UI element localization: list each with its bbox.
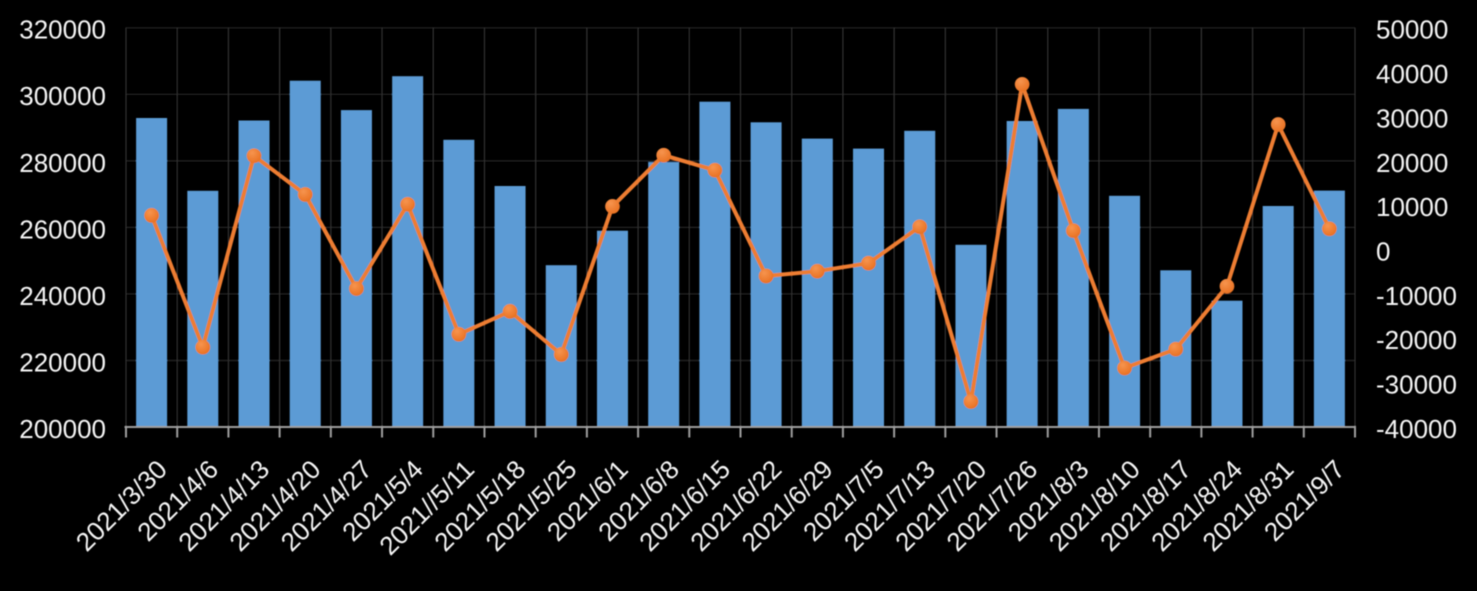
svg-text:-10000: -10000 (1376, 281, 1457, 311)
svg-text:220000: 220000 (19, 347, 106, 377)
svg-text:300000: 300000 (19, 81, 106, 111)
svg-text:320000: 320000 (19, 15, 106, 45)
svg-text:260000: 260000 (19, 214, 106, 244)
svg-text:0: 0 (1376, 236, 1390, 266)
svg-text:280000: 280000 (19, 148, 106, 178)
svg-text:40000: 40000 (1376, 59, 1448, 89)
svg-text:30000: 30000 (1376, 103, 1448, 133)
svg-text:-30000: -30000 (1376, 369, 1457, 399)
svg-text:50000: 50000 (1376, 15, 1448, 45)
svg-text:10000: 10000 (1376, 192, 1448, 222)
svg-text:200000: 200000 (19, 414, 106, 444)
svg-text:-20000: -20000 (1376, 325, 1457, 355)
svg-text:240000: 240000 (19, 281, 106, 311)
svg-text:20000: 20000 (1376, 148, 1448, 178)
svg-text:-40000: -40000 (1376, 414, 1457, 444)
